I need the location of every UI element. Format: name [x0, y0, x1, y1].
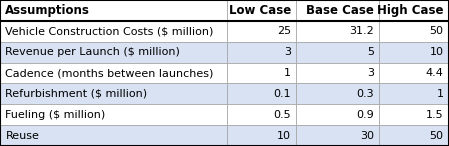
Text: 4.4: 4.4 [426, 68, 444, 78]
Bar [296, 42, 379, 63]
Text: 1.5: 1.5 [426, 110, 444, 120]
Bar [0, 63, 227, 83]
Text: High Case: High Case [377, 4, 444, 17]
Bar [227, 83, 296, 104]
Bar [379, 21, 449, 42]
Bar [227, 0, 296, 21]
Bar [0, 42, 227, 63]
Bar [296, 104, 379, 125]
Bar [0, 21, 227, 42]
Text: 50: 50 [430, 131, 444, 141]
Bar [227, 21, 296, 42]
Bar [0, 0, 227, 21]
Text: 30: 30 [360, 131, 374, 141]
Text: Low Case: Low Case [229, 4, 291, 17]
Text: Fueling ($ million): Fueling ($ million) [5, 110, 106, 120]
Text: 10: 10 [277, 131, 291, 141]
Bar [296, 125, 379, 146]
Bar [379, 83, 449, 104]
Text: Cadence (months between launches): Cadence (months between launches) [5, 68, 214, 78]
Text: 31.2: 31.2 [349, 26, 374, 36]
Text: Refurbishment ($ million): Refurbishment ($ million) [5, 89, 148, 99]
Text: 3: 3 [284, 47, 291, 57]
Bar [379, 104, 449, 125]
Bar [296, 0, 379, 21]
Bar [0, 125, 227, 146]
Text: 5: 5 [367, 47, 374, 57]
Bar [227, 125, 296, 146]
Text: 1: 1 [436, 89, 444, 99]
Text: Reuse: Reuse [5, 131, 39, 141]
Text: Base Case: Base Case [306, 4, 374, 17]
Text: 0.1: 0.1 [273, 89, 291, 99]
Bar [379, 0, 449, 21]
Bar [0, 104, 227, 125]
Bar [379, 63, 449, 83]
Bar [296, 63, 379, 83]
Text: 0.9: 0.9 [356, 110, 374, 120]
Bar [296, 83, 379, 104]
Text: 25: 25 [277, 26, 291, 36]
Bar [379, 42, 449, 63]
Text: 10: 10 [430, 47, 444, 57]
Text: 0.5: 0.5 [273, 110, 291, 120]
Bar [227, 63, 296, 83]
Text: Assumptions: Assumptions [5, 4, 90, 17]
Text: Vehicle Construction Costs ($ million): Vehicle Construction Costs ($ million) [5, 26, 214, 36]
Text: 3: 3 [367, 68, 374, 78]
Bar [296, 21, 379, 42]
Text: 0.3: 0.3 [357, 89, 374, 99]
Text: 1: 1 [284, 68, 291, 78]
Text: 50: 50 [430, 26, 444, 36]
Bar [227, 42, 296, 63]
Bar [379, 125, 449, 146]
Bar [0, 83, 227, 104]
Text: Revenue per Launch ($ million): Revenue per Launch ($ million) [5, 47, 180, 57]
Bar [227, 104, 296, 125]
